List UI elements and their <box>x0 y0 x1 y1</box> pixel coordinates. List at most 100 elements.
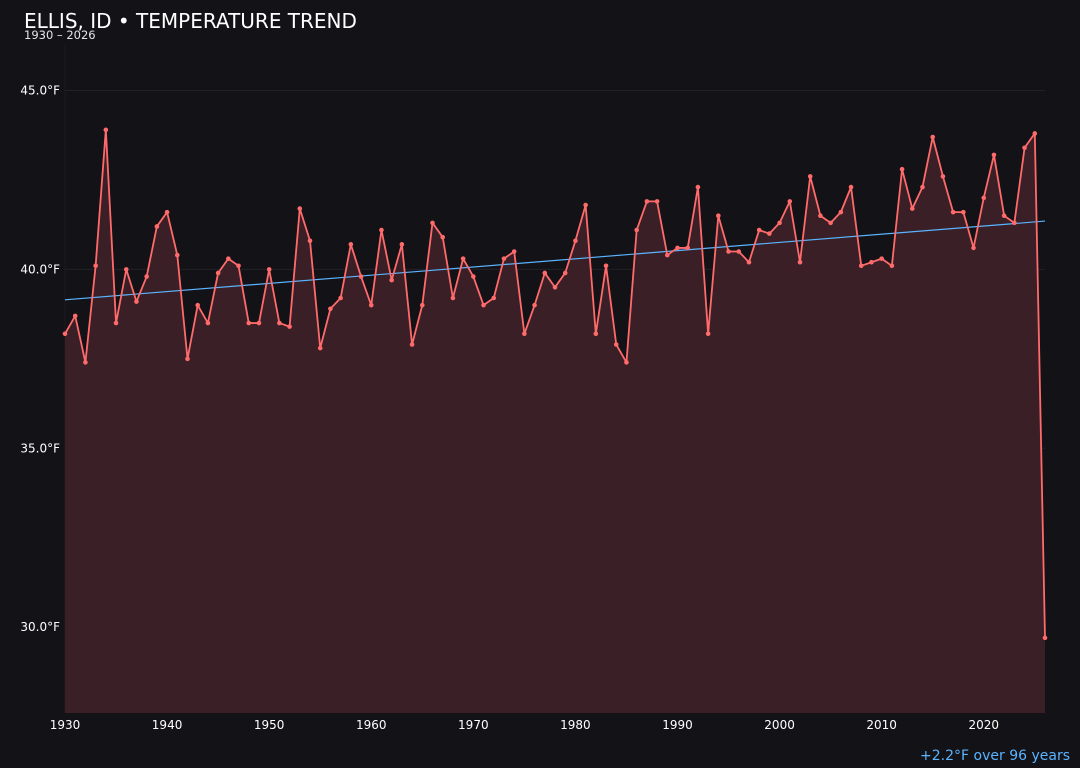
data-point <box>174 252 180 258</box>
data-point <box>726 249 731 254</box>
data-point <box>419 302 425 308</box>
data-point <box>317 345 323 351</box>
data-point <box>562 270 568 276</box>
data-point <box>991 152 997 158</box>
data-point <box>1022 145 1027 151</box>
data-point <box>123 267 129 272</box>
x-tick-label: 1930 <box>50 718 81 732</box>
data-point <box>164 209 170 215</box>
x-tick-label: 2020 <box>968 718 999 732</box>
y-tick-label: 35.0°F <box>20 441 60 455</box>
data-point <box>654 199 660 204</box>
data-point <box>338 295 343 301</box>
data-point <box>787 199 793 204</box>
data-point <box>287 324 292 329</box>
data-point <box>409 342 415 347</box>
data-point <box>705 331 711 337</box>
data-point <box>920 184 925 190</box>
data-point <box>746 259 752 265</box>
data-point <box>848 184 854 190</box>
data-point <box>879 256 884 261</box>
area-fill <box>65 129 1045 714</box>
data-point <box>1042 635 1048 641</box>
data-point <box>950 209 956 215</box>
plot-area <box>62 127 1048 714</box>
data-point <box>858 263 864 269</box>
x-tick-label: 1980 <box>560 718 591 732</box>
data-point <box>1001 213 1007 219</box>
chart-title: ELLIS, ID • TEMPERATURE TREND <box>24 9 357 33</box>
y-tick-label: 45.0°F <box>20 84 60 98</box>
data-point <box>573 238 578 244</box>
data-point <box>828 220 833 226</box>
data-point <box>134 299 139 304</box>
data-point <box>542 270 548 276</box>
trend-annotation: +2.2°F over 96 years <box>920 748 1070 764</box>
data-point <box>368 302 374 308</box>
data-point <box>195 302 201 308</box>
data-point <box>756 227 762 233</box>
data-point <box>430 220 435 226</box>
data-point <box>481 302 486 308</box>
data-point <box>113 320 119 326</box>
data-point <box>522 331 527 337</box>
data-point <box>328 306 333 312</box>
data-point <box>72 313 78 319</box>
data-point <box>889 263 895 269</box>
data-point <box>644 199 650 204</box>
data-point <box>716 213 721 219</box>
data-point <box>909 206 915 211</box>
data-point <box>83 360 88 365</box>
data-point <box>583 202 588 208</box>
data-point <box>246 320 252 326</box>
data-point <box>236 263 241 269</box>
data-point <box>62 331 68 337</box>
data-point <box>154 224 160 229</box>
chart-subtitle: 1930 – 2026 <box>24 28 96 42</box>
x-tick-label: 1960 <box>356 718 387 732</box>
data-point <box>818 213 823 219</box>
data-point <box>634 227 639 233</box>
data-point <box>664 252 670 258</box>
data-point <box>450 295 456 301</box>
data-point <box>797 259 803 265</box>
trend-line <box>64 220 1046 301</box>
data-point <box>940 174 946 179</box>
data-point <box>807 174 813 179</box>
data-point <box>501 256 507 261</box>
y-tick-label: 40.0°F <box>20 262 60 276</box>
data-point <box>399 242 405 247</box>
data-point <box>440 234 446 240</box>
x-tick-label: 1970 <box>458 718 489 732</box>
data-point <box>471 274 476 279</box>
x-tick-label: 1990 <box>662 718 693 732</box>
x-axis: 1930 1940 1950 1960 1970 1980 1990 2000 2010 2020 <box>50 718 999 732</box>
data-point <box>603 263 609 269</box>
data-point <box>1012 220 1017 226</box>
data-point <box>613 342 619 347</box>
data-point <box>185 356 190 362</box>
data-point <box>899 166 905 172</box>
data-point <box>215 270 221 276</box>
data-point <box>460 256 466 261</box>
data-point <box>838 209 844 215</box>
y-tick-label: 30.0°F <box>20 620 60 634</box>
data-point <box>389 277 394 283</box>
data-point <box>961 209 966 215</box>
data-point <box>1032 131 1038 136</box>
data-point <box>675 245 680 251</box>
data-point <box>552 284 558 290</box>
data-point <box>93 263 98 269</box>
data-point <box>624 360 629 365</box>
data-point <box>297 206 303 211</box>
x-tick-label: 1940 <box>152 718 183 732</box>
data-point <box>256 320 262 326</box>
data-point <box>532 302 537 308</box>
data-point <box>869 259 874 265</box>
data-point <box>695 184 701 190</box>
data-point <box>348 242 354 247</box>
data-point <box>593 331 599 337</box>
data-point <box>981 195 987 201</box>
data-point <box>277 320 282 326</box>
